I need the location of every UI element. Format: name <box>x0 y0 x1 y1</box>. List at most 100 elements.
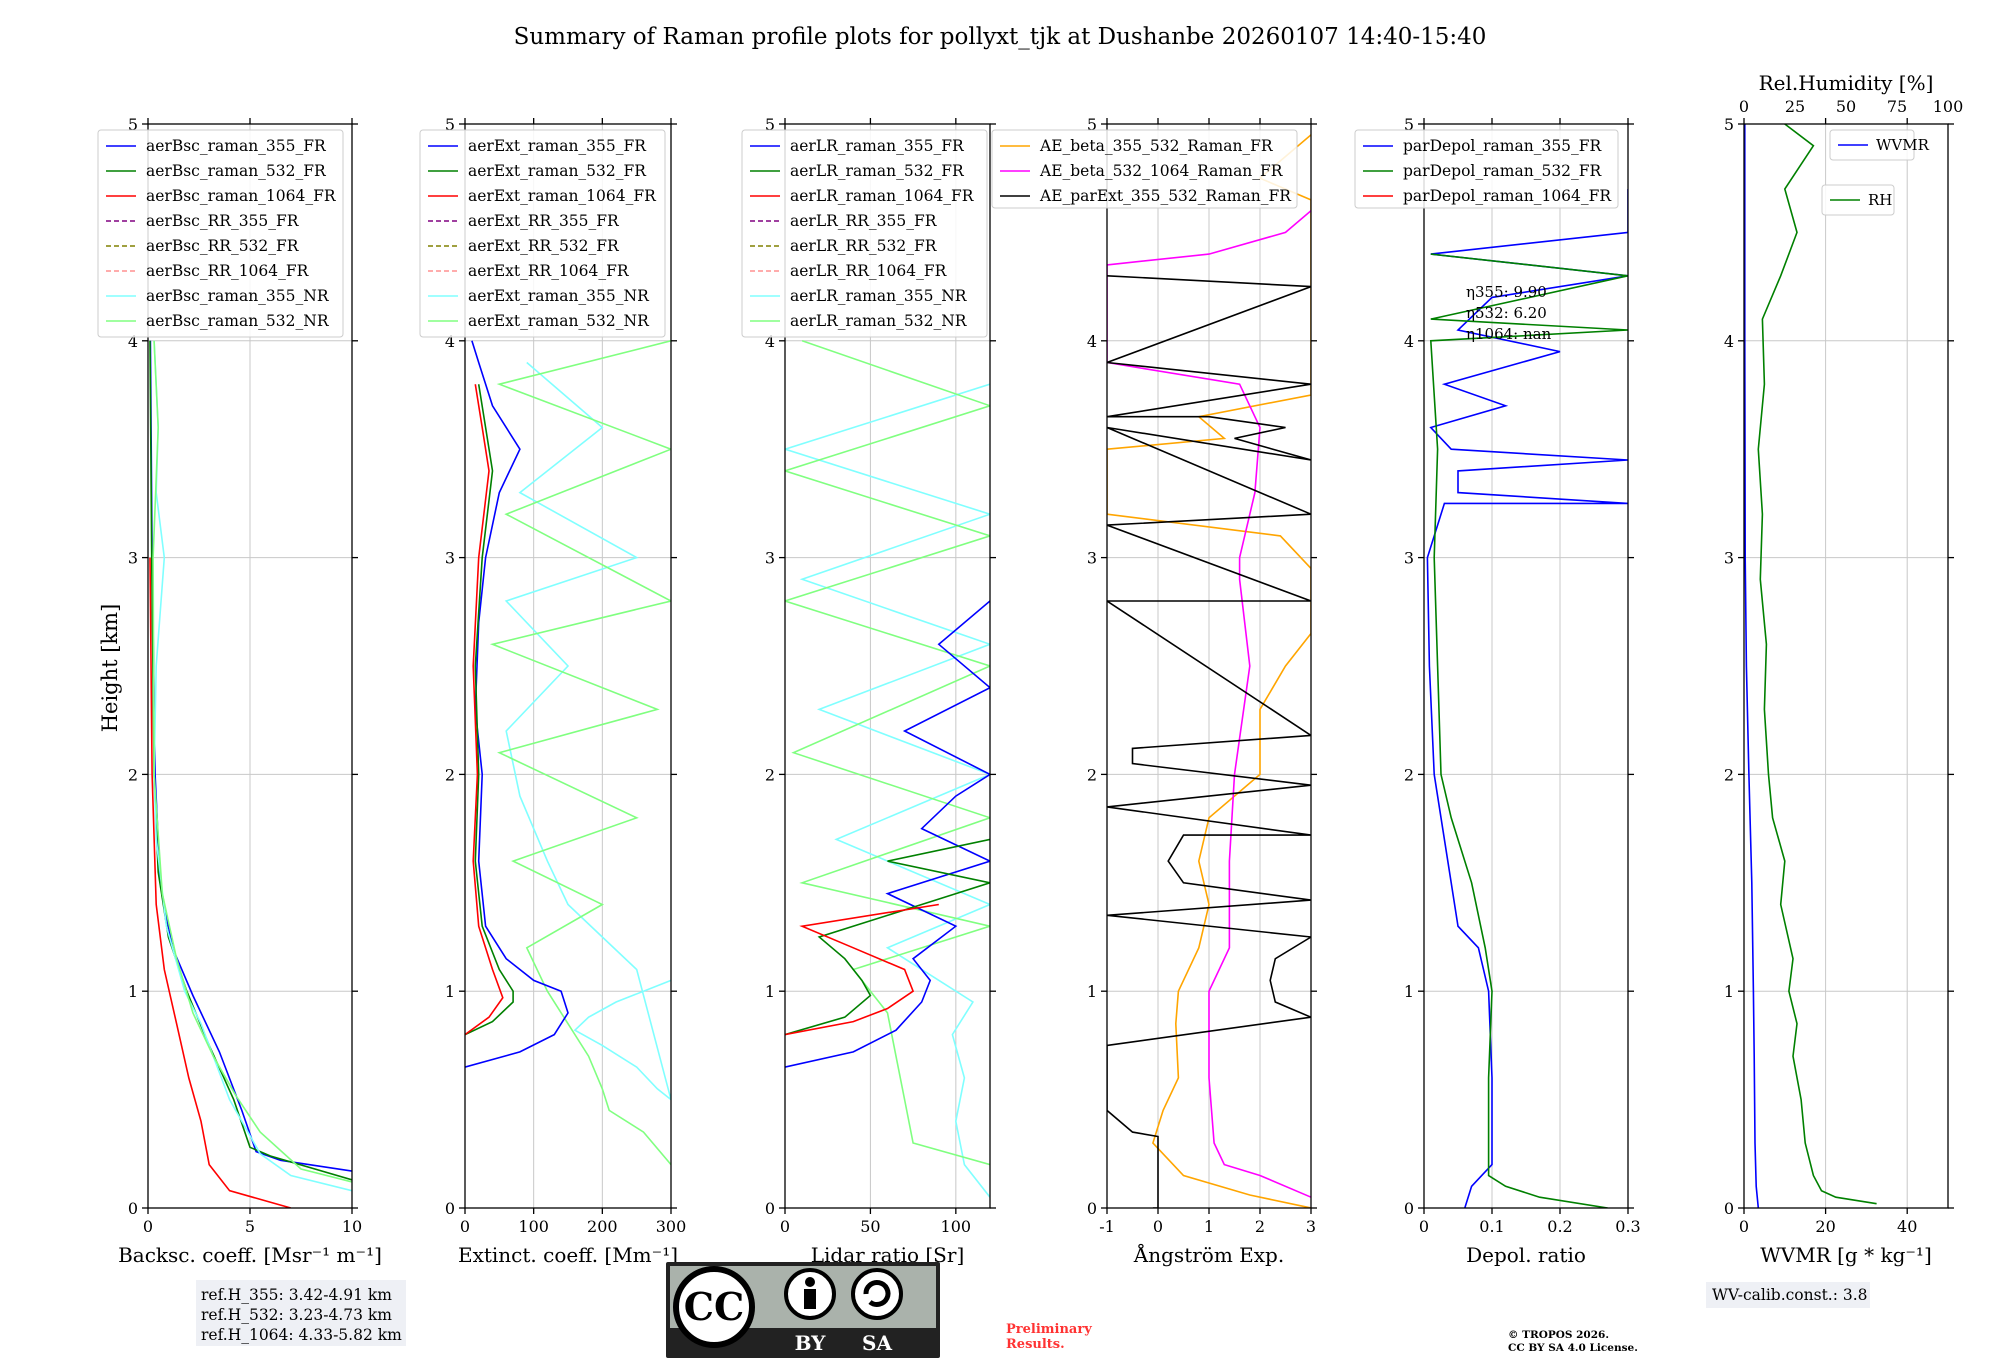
legend-depol: parDepol_raman_355_FR parDepol_raman_532_… <box>1354 129 1619 209</box>
preliminary-line-2: Results. <box>1006 1337 1065 1352</box>
series-group <box>1107 134 1311 1208</box>
series-line-aerExt_raman_355_FR <box>465 340 569 1068</box>
legend-label: aerBsc_raman_532_FR <box>146 162 327 180</box>
series-line-WVMR <box>1744 124 1760 1208</box>
series-line-aerExt_raman_532_FR <box>465 384 514 1036</box>
series-line-RH <box>1757 124 1877 1205</box>
x-tick-label: 20 <box>1815 1217 1835 1236</box>
series-line-aerLR_raman_1064_FR <box>785 903 939 1036</box>
x-axis-label: Backsc. coeff. [Msr⁻¹ m⁻¹] <box>118 1243 382 1267</box>
series-group <box>785 340 990 1198</box>
legend-ext: aerExt_raman_355_FR aerExt_raman_532_FRae… <box>419 129 666 338</box>
legend-label: aerBsc_raman_355_NR <box>146 287 330 305</box>
legend-label: AE_parExt_355_532_Raman_FR <box>1039 187 1292 205</box>
top-x-tick-label: 50 <box>1836 97 1856 116</box>
series-line-aerBsc_raman_355_FR <box>149 340 352 1172</box>
legend-box <box>1829 129 1915 161</box>
series-line-aerLR_raman_355_FR <box>785 600 990 1068</box>
series-line-aerBsc_raman_532_NR <box>152 340 352 1183</box>
legend-label: parDepol_raman_532_FR <box>1403 162 1603 180</box>
x-tick-label: 2 <box>1255 1217 1265 1236</box>
y-tick-label: 2 <box>1087 765 1097 784</box>
wv-calib-bg <box>1706 1282 1870 1308</box>
series-line-aerExt_raman_532_NR <box>489 340 671 1166</box>
series-line-aerBsc_raman_1064_FR <box>149 557 292 1208</box>
legend-label: parDepol_raman_355_FR <box>1403 137 1603 155</box>
sa-text: SA <box>862 1331 892 1355</box>
legend-ae: AE_beta_355_532_Raman_FR AE_beta_532_1064… <box>991 129 1298 209</box>
series-line-AE_beta_355_532_Raman_FR <box>1107 134 1311 1208</box>
x-tick-label: 5 <box>245 1217 255 1236</box>
legend-wv: WVMR RH <box>1821 129 1930 216</box>
series-group <box>149 340 352 1208</box>
y-tick-label: 3 <box>1724 549 1734 568</box>
y-tick-label: 5 <box>1724 115 1734 134</box>
series-line-aerLR_raman_355_NR <box>785 383 990 1198</box>
legend-label: aerLR_RR_1064_FR <box>790 262 948 280</box>
x-tick-label: 200 <box>587 1217 618 1236</box>
cc-circle-icon <box>673 1266 755 1348</box>
legend-box <box>991 129 1298 209</box>
y-axis-label: Height [km] <box>98 604 122 733</box>
sa-arrow-icon <box>863 1280 891 1307</box>
x-tick-label: 50 <box>860 1217 880 1236</box>
series-line-aerBsc_raman_355_NR <box>153 340 352 1192</box>
top-x-tick-label: 100 <box>1933 97 1964 116</box>
cc-text: CC <box>684 1284 745 1329</box>
x-tick-label: 0 <box>1419 1217 1429 1236</box>
series-line-AE_beta_532_1064_Raman_FR <box>1107 210 1311 1198</box>
x-tick-label: 0.1 <box>1479 1217 1504 1236</box>
series-line-aerLR_raman_532_NR <box>785 340 990 1166</box>
ref-height-532: ref.H_532: 3.23-4.73 km <box>201 1306 392 1324</box>
legend-label: aerBsc_RR_355_FR <box>146 212 300 230</box>
y-tick-label: 1 <box>128 982 138 1001</box>
legend-label: aerBsc_raman_355_FR <box>146 137 327 155</box>
x-tick-label: 3 <box>1306 1217 1316 1236</box>
legend-label: aerLR_raman_532_FR <box>790 162 965 180</box>
y-tick-label: 2 <box>1404 765 1414 784</box>
legend-box <box>419 129 666 338</box>
y-tick-label: 1 <box>1724 982 1734 1001</box>
x-tick-label: 0 <box>780 1217 790 1236</box>
top-x-axis-label: Rel.Humidity [%] <box>1759 71 1934 95</box>
y-tick-label: 2 <box>445 765 455 784</box>
preliminary-line-1: Preliminary <box>1006 1322 1092 1337</box>
y-tick-label: 3 <box>1087 549 1097 568</box>
y-tick-label: 2 <box>1724 765 1734 784</box>
x-tick-label: -1 <box>1099 1217 1115 1236</box>
legend-label: AE_beta_532_1064_Raman_FR <box>1039 162 1284 180</box>
legend-label: aerLR_raman_355_NR <box>790 287 968 305</box>
legend-label: aerExt_raman_355_NR <box>468 287 650 305</box>
series-group <box>465 340 671 1166</box>
series-line-aerBsc_raman_532_FR <box>149 340 352 1181</box>
ref-heights-box: ref.H_355: 3.42-4.91 km ref.H_532: 3.23-… <box>196 1280 406 1346</box>
axes-frame <box>1743 123 1949 1209</box>
x-tick-label: 10 <box>342 1217 362 1236</box>
y-tick-label: 4 <box>1087 332 1097 351</box>
person-body-icon <box>804 1289 816 1309</box>
legend-label: aerBsc_raman_532_NR <box>146 312 330 330</box>
legend-label: aerExt_raman_532_FR <box>468 162 647 180</box>
x-tick-label: 1 <box>1204 1217 1214 1236</box>
legend-label: aerLR_RR_355_FR <box>790 212 938 230</box>
legend-label: AE_beta_355_532_Raman_FR <box>1039 137 1274 155</box>
x-tick-label: 0 <box>1739 1217 1749 1236</box>
x-axis-label: Extinct. coeff. [Mm⁻¹] <box>458 1243 678 1267</box>
y-tick-label: 0 <box>445 1199 455 1218</box>
x-tick-label: 300 <box>656 1217 687 1236</box>
x-tick-label: 100 <box>941 1217 972 1236</box>
y-tick-label: 5 <box>765 115 775 134</box>
series-group <box>1744 124 1877 1208</box>
wv-calib-text: WV-calib.const.: 3.8 <box>1712 1286 1868 1304</box>
axes-frame <box>1423 123 1629 1209</box>
y-tick-label: 4 <box>1404 332 1414 351</box>
y-tick-label: 1 <box>1087 982 1097 1001</box>
top-x-tick-label: 25 <box>1785 97 1805 116</box>
copyright-line-1: © TROPOS 2026. <box>1508 1329 1609 1341</box>
ref-heights-bg <box>196 1280 406 1346</box>
